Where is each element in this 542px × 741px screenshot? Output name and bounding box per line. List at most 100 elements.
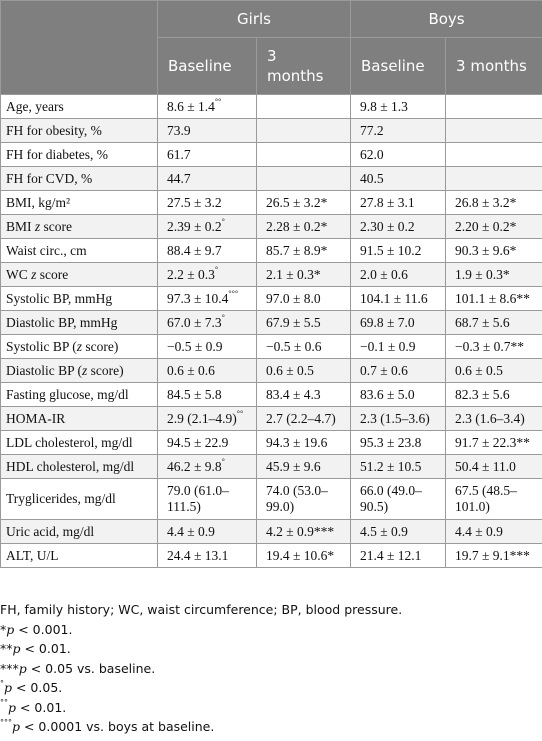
cell-girls-3months: 19.4 ± 10.6* [255, 543, 352, 568]
cell-girls-baseline: 79.0 (61.0– 111.5) [157, 478, 257, 520]
cell-girls-3months: −0.5 ± 0.6 [255, 334, 352, 359]
cell-girls-3months [255, 94, 352, 119]
table-row: Tryglicerides, mg/dl 79.0 (61.0– 111.5) 74.… [0, 478, 542, 520]
cell-boys-3months [445, 118, 542, 143]
row-label: Waist circ., cm [0, 238, 158, 263]
row-label: Tryglicerides, mg/dl [0, 478, 158, 520]
cell-boys-3months: 67.5 (48.5– 101.0) [445, 478, 542, 520]
table-row: Diastolic BP (z score) 0.6 ± 0.6 0.6 ± 0.5… [0, 358, 542, 383]
header-group-girls: Girls [156, 0, 352, 38]
cell-boys-baseline: 9.8 ± 1.3 [350, 94, 447, 119]
cell-boys-baseline: 91.5 ± 10.2 [350, 238, 447, 263]
table-row: FH for obesity, % 73.9 77.2 [0, 118, 542, 143]
cell-girls-baseline: 97.3 ± 10.4°°° [157, 286, 257, 311]
header-boys-baseline: Baseline [350, 37, 447, 95]
table-row: BMI z score 2.39 ± 0.2° 2.28 ± 0.2* 2.30 ± … [0, 214, 542, 239]
footnote-line: **p < 0.01. [0, 641, 71, 656]
cell-boys-3months: 19.7 ± 9.1*** [445, 543, 542, 568]
row-label: Uric acid, mg/dl [0, 519, 158, 544]
cell-girls-baseline: 24.4 ± 13.1 [157, 543, 257, 568]
cell-boys-baseline: 95.3 ± 23.8 [350, 430, 447, 455]
cell-boys-3months: 2.20 ± 0.2* [445, 214, 542, 239]
cell-boys-baseline: 2.0 ± 0.6 [350, 262, 447, 287]
table-row: Fasting glucose, mg/dl 84.5 ± 5.8 83.4 ± 4… [0, 382, 542, 407]
cell-boys-baseline: 83.6 ± 5.0 [350, 382, 447, 407]
row-label: HDL cholesterol, mg/dl [0, 454, 158, 479]
table-row: Systolic BP, mmHg 97.3 ± 10.4°°° 97.0 ± 8.… [0, 286, 542, 311]
cell-girls-3months: 2.7 (2.2–4.7) [255, 406, 352, 431]
cell-boys-3months [445, 166, 542, 191]
footnote-line: FH, family history; WC, waist circumfere… [0, 602, 403, 617]
cell-boys-baseline: 104.1 ± 11.6 [350, 286, 447, 311]
cell-boys-baseline: 4.5 ± 0.9 [350, 519, 447, 544]
cell-girls-3months: 2.28 ± 0.2* [255, 214, 352, 239]
cell-girls-baseline: 44.7 [157, 166, 257, 191]
cell-boys-3months: 0.6 ± 0.5 [445, 358, 542, 383]
cell-boys-3months: −0.3 ± 0.7** [445, 334, 542, 359]
cell-girls-baseline: 67.0 ± 7.3° [157, 310, 257, 335]
header-corner [0, 0, 158, 95]
row-label: Diastolic BP (z score) [0, 358, 158, 383]
footnote-line: ***p < 0.05 vs. baseline. [0, 660, 156, 676]
cell-boys-3months: 1.9 ± 0.3* [445, 262, 542, 287]
cell-girls-3months: 74.0 (53.0– 99.0) [255, 478, 352, 520]
table-row: Uric acid, mg/dl 4.4 ± 0.9 4.2 ± 0.9*** 4.5… [0, 519, 542, 544]
cell-girls-3months: 67.9 ± 5.5 [255, 310, 352, 335]
footnote-line: °°°p < 0.0001 vs. boys at baseline. [0, 717, 215, 734]
cell-girls-baseline: −0.5 ± 0.9 [157, 334, 257, 359]
cell-boys-baseline: −0.1 ± 0.9 [350, 334, 447, 359]
cell-girls-3months: 97.0 ± 8.0 [255, 286, 352, 311]
cell-boys-baseline: 27.8 ± 3.1 [350, 190, 447, 215]
header-row-groups: Girls Boys [0, 0, 542, 95]
cell-boys-3months: 68.7 ± 5.6 [445, 310, 542, 335]
cell-girls-3months: 2.1 ± 0.3* [255, 262, 352, 287]
table-row: FH for CVD, % 44.7 40.5 [0, 166, 542, 191]
cell-boys-baseline: 40.5 [350, 166, 447, 191]
cell-boys-3months: 4.4 ± 0.9 [445, 519, 542, 544]
table-row: Waist circ., cm 88.4 ± 9.7 85.7 ± 8.9* 91.5… [0, 238, 542, 263]
cell-girls-baseline: 2.2 ± 0.3° [157, 262, 257, 287]
cell-boys-baseline: 2.30 ± 0.2 [350, 214, 447, 239]
cell-girls-baseline: 61.7 [157, 142, 257, 167]
data-table: Girls Boys Baseline 3 months Baseline 3 … [0, 0, 542, 568]
cell-girls-3months: 45.9 ± 9.6 [255, 454, 352, 479]
cell-boys-3months: 2.3 (1.6–3.4) [445, 406, 542, 431]
cell-girls-3months [255, 118, 352, 143]
cell-boys-baseline: 21.4 ± 12.1 [350, 543, 447, 568]
footnote-line: °°p < 0.01. [0, 698, 67, 715]
cell-boys-baseline: 62.0 [350, 142, 447, 167]
cell-girls-3months [255, 166, 352, 191]
row-label: FH for obesity, % [0, 118, 158, 143]
cell-girls-baseline: 73.9 [157, 118, 257, 143]
table-row: Age, years 8.6 ± 1.4°° 9.8 ± 1.3 [0, 94, 542, 119]
row-label: LDL cholesterol, mg/dl [0, 430, 158, 455]
cell-boys-baseline: 66.0 (49.0– 90.5) [350, 478, 447, 520]
cell-boys-baseline: 69.8 ± 7.0 [350, 310, 447, 335]
cell-boys-3months: 50.4 ± 11.0 [445, 454, 542, 479]
cell-girls-3months: 85.7 ± 8.9* [255, 238, 352, 263]
cell-girls-3months: 0.6 ± 0.5 [255, 358, 352, 383]
footnotes: FH, family history; WC, waist circumfere… [0, 600, 542, 737]
table-row: LDL cholesterol, mg/dl 94.5 ± 22.9 94.3 ± … [0, 430, 542, 455]
row-label: ALT, U/L [0, 543, 158, 568]
cell-girls-3months: 94.3 ± 19.6 [255, 430, 352, 455]
row-label: Systolic BP (z score) [0, 334, 158, 359]
cell-boys-baseline: 77.2 [350, 118, 447, 143]
table-row: Systolic BP (z score) −0.5 ± 0.9 −0.5 ± 0.… [0, 334, 542, 359]
footnote-line: °p < 0.05. [0, 678, 63, 695]
cell-girls-baseline: 2.9 (2.1–4.9)°° [157, 406, 257, 431]
header-girls-3months: 3 months [255, 37, 352, 95]
cell-boys-3months [445, 94, 542, 119]
cell-girls-baseline: 4.4 ± 0.9 [157, 519, 257, 544]
cell-girls-3months: 26.5 ± 3.2* [255, 190, 352, 215]
cell-boys-baseline: 0.7 ± 0.6 [350, 358, 447, 383]
cell-boys-3months: 82.3 ± 5.6 [445, 382, 542, 407]
data-table-container: Girls Boys Baseline 3 months Baseline 3 … [0, 0, 542, 568]
table-row: ALT, U/L 24.4 ± 13.1 19.4 ± 10.6* 21.4 ± 12… [0, 543, 542, 568]
header-girls-3months-label: 3 months [267, 47, 324, 85]
cell-girls-baseline: 8.6 ± 1.4°° [157, 94, 257, 119]
cell-girls-baseline: 88.4 ± 9.7 [157, 238, 257, 263]
table-row: HDL cholesterol, mg/dl 46.2 ± 9.8° 45.9 ± … [0, 454, 542, 479]
table-row: Diastolic BP, mmHg 67.0 ± 7.3° 67.9 ± 5.5 6… [0, 310, 542, 335]
row-label: Age, years [0, 94, 158, 119]
